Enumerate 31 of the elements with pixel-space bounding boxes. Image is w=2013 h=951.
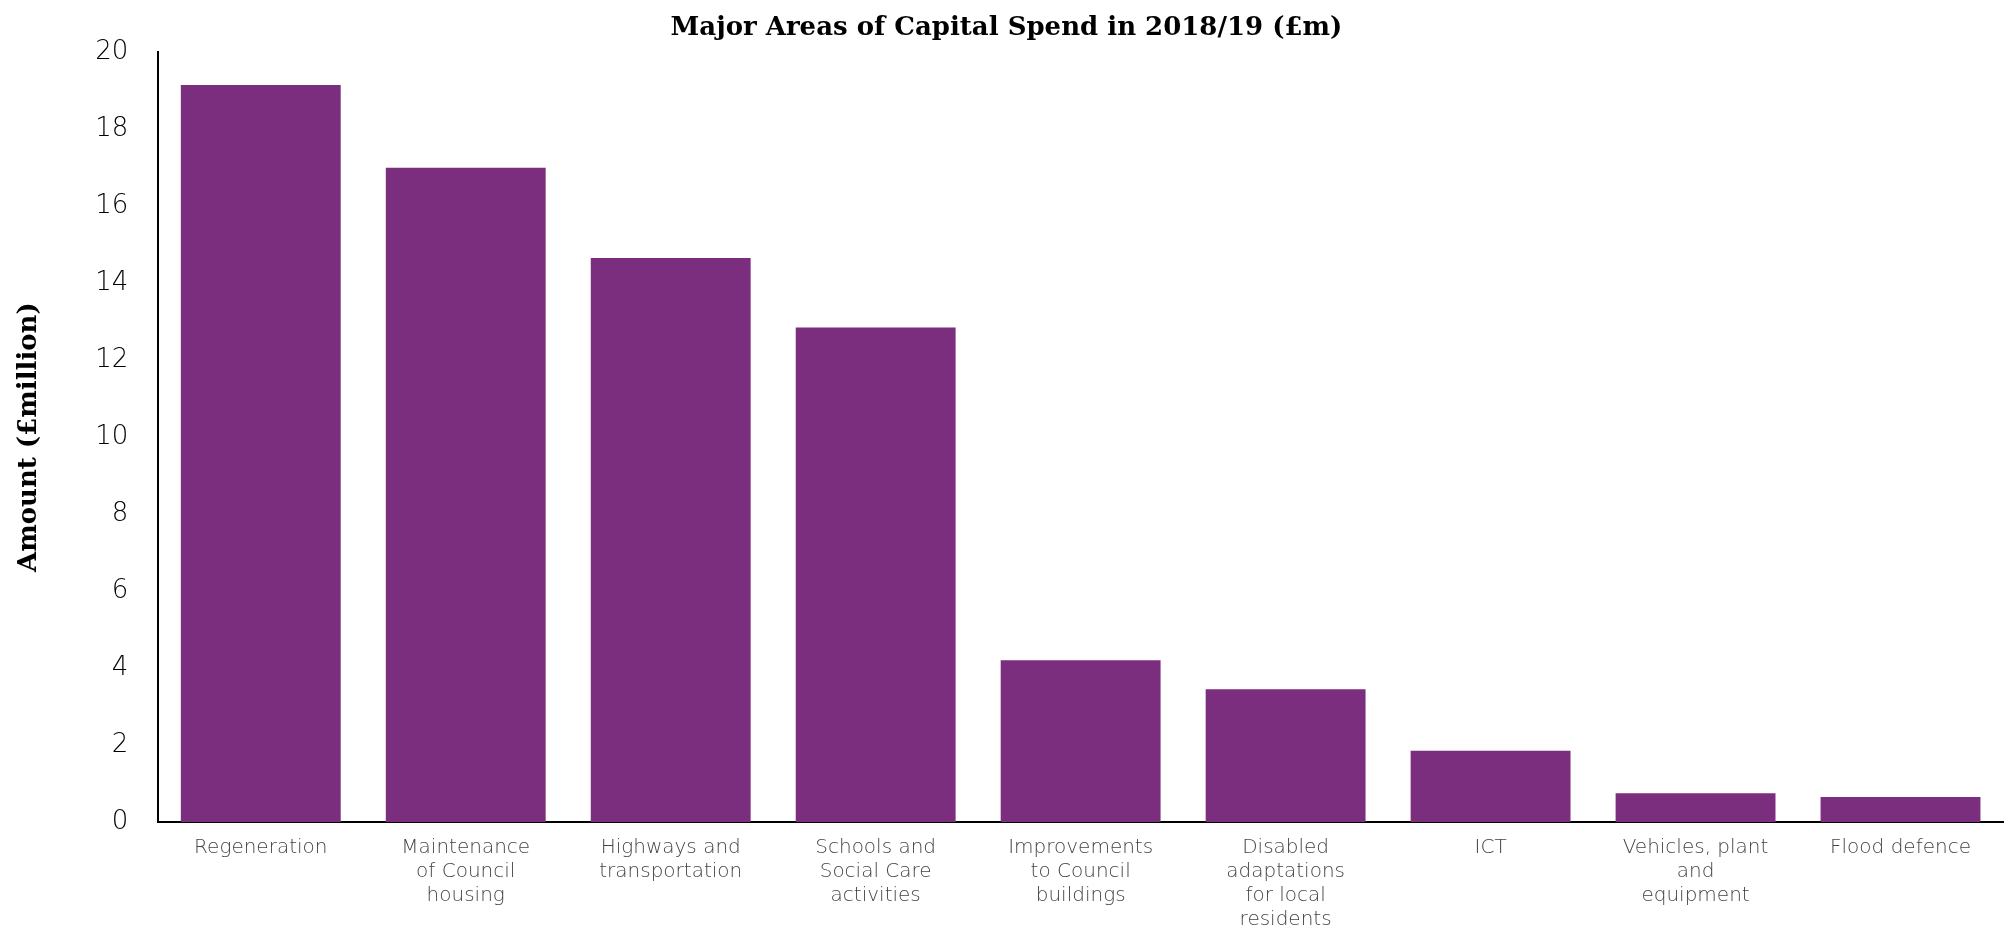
y-tick-label: 14 <box>95 265 129 296</box>
x-tick-label: Regeneration <box>194 834 328 859</box>
x-tick-label: Improvements to Council buildings <box>1008 834 1154 907</box>
chart-title: Major Areas of Capital Spend in 2018/19 (£m) <box>670 11 1343 42</box>
y-tick-label: 20 <box>95 34 129 65</box>
bar <box>180 84 341 822</box>
bar <box>590 258 751 822</box>
bar <box>1000 660 1161 822</box>
x-tick-label: Schools and Social Care activities <box>815 834 937 907</box>
x-tick-label: ICT <box>1474 834 1507 859</box>
bar <box>1820 796 1981 822</box>
y-tick-label: 12 <box>95 342 129 373</box>
x-tick-label: Disabled adaptations for local residents <box>1226 834 1345 931</box>
y-tick-label: 18 <box>95 111 129 142</box>
bar <box>385 167 546 822</box>
y-tick-label: 4 <box>111 650 129 681</box>
bar <box>1410 750 1571 822</box>
y-tick-label: 16 <box>95 188 129 219</box>
x-tick-label: Maintenance of Council housing <box>401 834 531 907</box>
bar <box>1205 689 1366 822</box>
bar <box>795 327 956 822</box>
x-tick-label: Highways and transportation <box>599 834 743 883</box>
bar <box>1615 793 1776 822</box>
y-tick-label: 2 <box>111 727 129 758</box>
y-tick-label: 6 <box>111 573 129 604</box>
y-axis-title: Amount (£million) <box>12 302 43 574</box>
x-tick-label: Flood defence <box>1830 834 1971 859</box>
x-tick-label: Vehicles, plant and equipment <box>1622 834 1769 907</box>
y-tick-label: 0 <box>111 804 129 835</box>
y-tick-label: 8 <box>111 496 129 527</box>
y-tick-label: 10 <box>95 419 129 450</box>
